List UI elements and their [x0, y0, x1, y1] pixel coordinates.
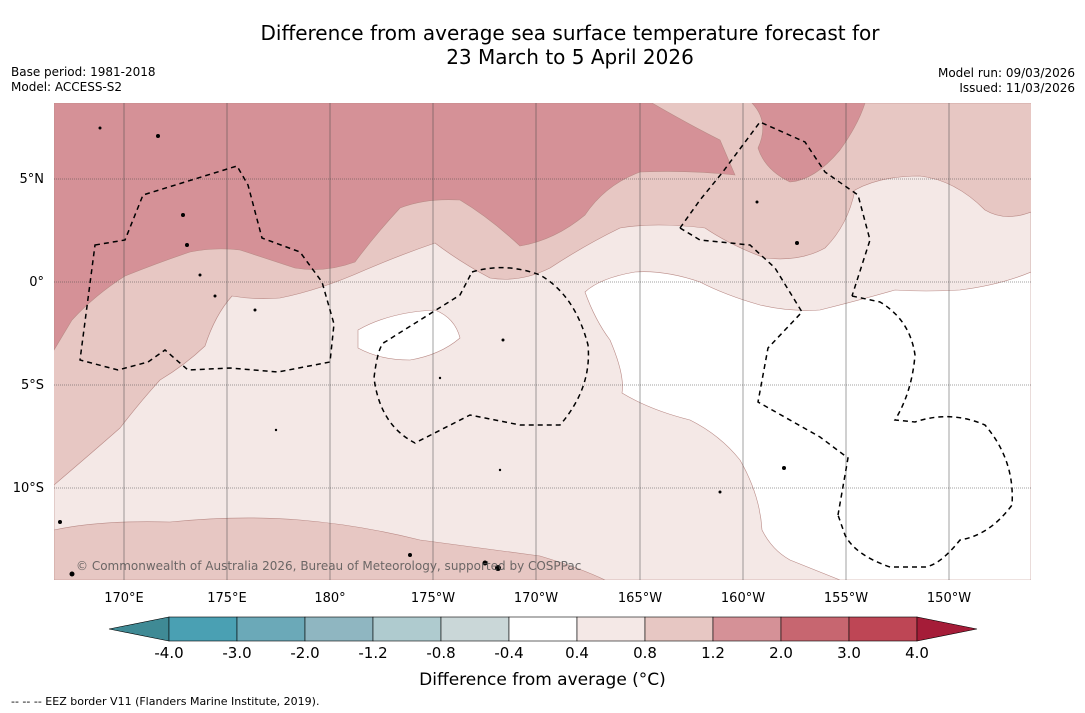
- island: [438, 376, 442, 380]
- eez-border-phoenix: [373, 266, 590, 444]
- island: [501, 338, 505, 342]
- colorbar-segment: [848, 616, 918, 642]
- lat-label: 5°N: [20, 172, 45, 187]
- island: [495, 565, 501, 571]
- latitude-labels: 5°N 0° 5°S 10°S: [13, 172, 44, 496]
- colorbar-tick-label: 0.8: [633, 644, 657, 662]
- title-line-2: 23 March to 5 April 2026: [446, 45, 694, 69]
- island: [185, 243, 189, 247]
- colorbar-segment: [508, 616, 578, 642]
- lon-label: 165°W: [618, 591, 662, 606]
- island: [198, 273, 202, 277]
- copyright-text: © Commonwealth of Australia 2026, Bureau…: [76, 559, 581, 573]
- lon-label: 180°: [314, 591, 345, 606]
- longitude-labels: 170°E 175°E 180° 175°W 170°W 165°W 160°W 155°W 1…: [104, 591, 971, 606]
- island: [408, 553, 412, 557]
- colorbar-tick-labels: -4.0 -3.0 -2.0 -1.2 -0.8 -0.4 0.4 0.8 1.2 2.0 3.0 4…: [154, 644, 929, 662]
- island: [98, 126, 102, 130]
- colorbar: [108, 616, 978, 642]
- warm-band-0.8-1.2-south: [54, 517, 606, 580]
- island: [782, 466, 786, 470]
- chart-title: Difference from average sea surface temp…: [0, 21, 1085, 69]
- colorbar-tick-label: -0.4: [494, 644, 523, 662]
- lon-label: 160°W: [721, 591, 765, 606]
- island: [213, 294, 217, 298]
- map-gridlines: [54, 103, 1031, 580]
- island: [156, 134, 160, 138]
- colorbar-label: Difference from average (°C): [419, 670, 666, 690]
- colorbar-extend-high: [916, 616, 978, 642]
- colorbar-segment: [780, 616, 850, 642]
- island: [718, 490, 722, 494]
- lat-label: 5°S: [21, 378, 44, 393]
- lon-label: 170°W: [514, 591, 558, 606]
- colorbar-tick-label: 4.0: [905, 644, 929, 662]
- issued-date: Issued: 11/03/2026: [959, 81, 1075, 95]
- colorbar-tick-label: 1.2: [701, 644, 725, 662]
- colorbar-tick-label: -4.0: [154, 644, 183, 662]
- colorbar-segment: [576, 616, 646, 642]
- colorbar-tick-label: -2.0: [290, 644, 319, 662]
- neutral-band-east: [584, 271, 1031, 580]
- colorbar-tick-label: -0.8: [426, 644, 455, 662]
- map-field: © Commonwealth of Australia 2026, Bureau…: [54, 103, 1031, 580]
- island: [253, 308, 257, 312]
- meta-left: Base period: 1981-2018 Model: ACCESS-S2: [11, 65, 156, 95]
- colorbar-tick-label: 2.0: [769, 644, 793, 662]
- colorbar-segment: [644, 616, 714, 642]
- model-name: Model: ACCESS-S2: [11, 80, 123, 94]
- eez-border-line-north: [679, 121, 871, 297]
- colorbar-extend-low: [108, 616, 170, 642]
- lon-label: 155°W: [824, 591, 868, 606]
- warm-band-1.2-2.0-east: [751, 103, 1031, 183]
- meta-right: Model run: 09/03/2026 Issued: 11/03/2026: [938, 66, 1075, 96]
- colorbar-tick-label: -1.2: [358, 644, 387, 662]
- island: [181, 213, 185, 217]
- eez-footnote: -- -- -- EEZ border V11 (Flanders Marine…: [11, 695, 320, 708]
- lon-label: 175°W: [411, 591, 455, 606]
- island: [274, 428, 278, 432]
- eez-border-polynesia: [837, 295, 1014, 568]
- lon-label: 175°E: [207, 591, 247, 606]
- island: [755, 200, 759, 204]
- colorbar-segment: [168, 616, 238, 642]
- island: [58, 520, 62, 524]
- lon-label: 170°E: [104, 591, 144, 606]
- island: [69, 571, 75, 577]
- colorbar-segment: [372, 616, 442, 642]
- warm-band-1.2-2.0-west: [54, 103, 736, 351]
- colorbar-tick-label: -3.0: [222, 644, 251, 662]
- title-line-1: Difference from average sea surface temp…: [260, 21, 880, 45]
- colorbar-segment: [440, 616, 510, 642]
- colorbar-segment: [236, 616, 306, 642]
- eez-border-line-south: [679, 227, 849, 516]
- island: [482, 560, 488, 566]
- base-period: Base period: 1981-2018: [11, 65, 156, 79]
- lat-label: 10°S: [13, 481, 44, 496]
- colorbar-tick-label: 3.0: [837, 644, 861, 662]
- island: [795, 241, 799, 245]
- colorbar-segment: [712, 616, 782, 642]
- neutral-band-island: [357, 309, 461, 361]
- model-run: Model run: 09/03/2026: [937, 66, 1075, 80]
- colorbar-segment: [304, 616, 374, 642]
- islands: [58, 126, 799, 577]
- lon-label: 150°W: [927, 591, 971, 606]
- island: [498, 468, 502, 472]
- lat-label: 0°: [29, 275, 44, 290]
- eez-borders: [79, 121, 1014, 568]
- colorbar-tick-label: 0.4: [565, 644, 589, 662]
